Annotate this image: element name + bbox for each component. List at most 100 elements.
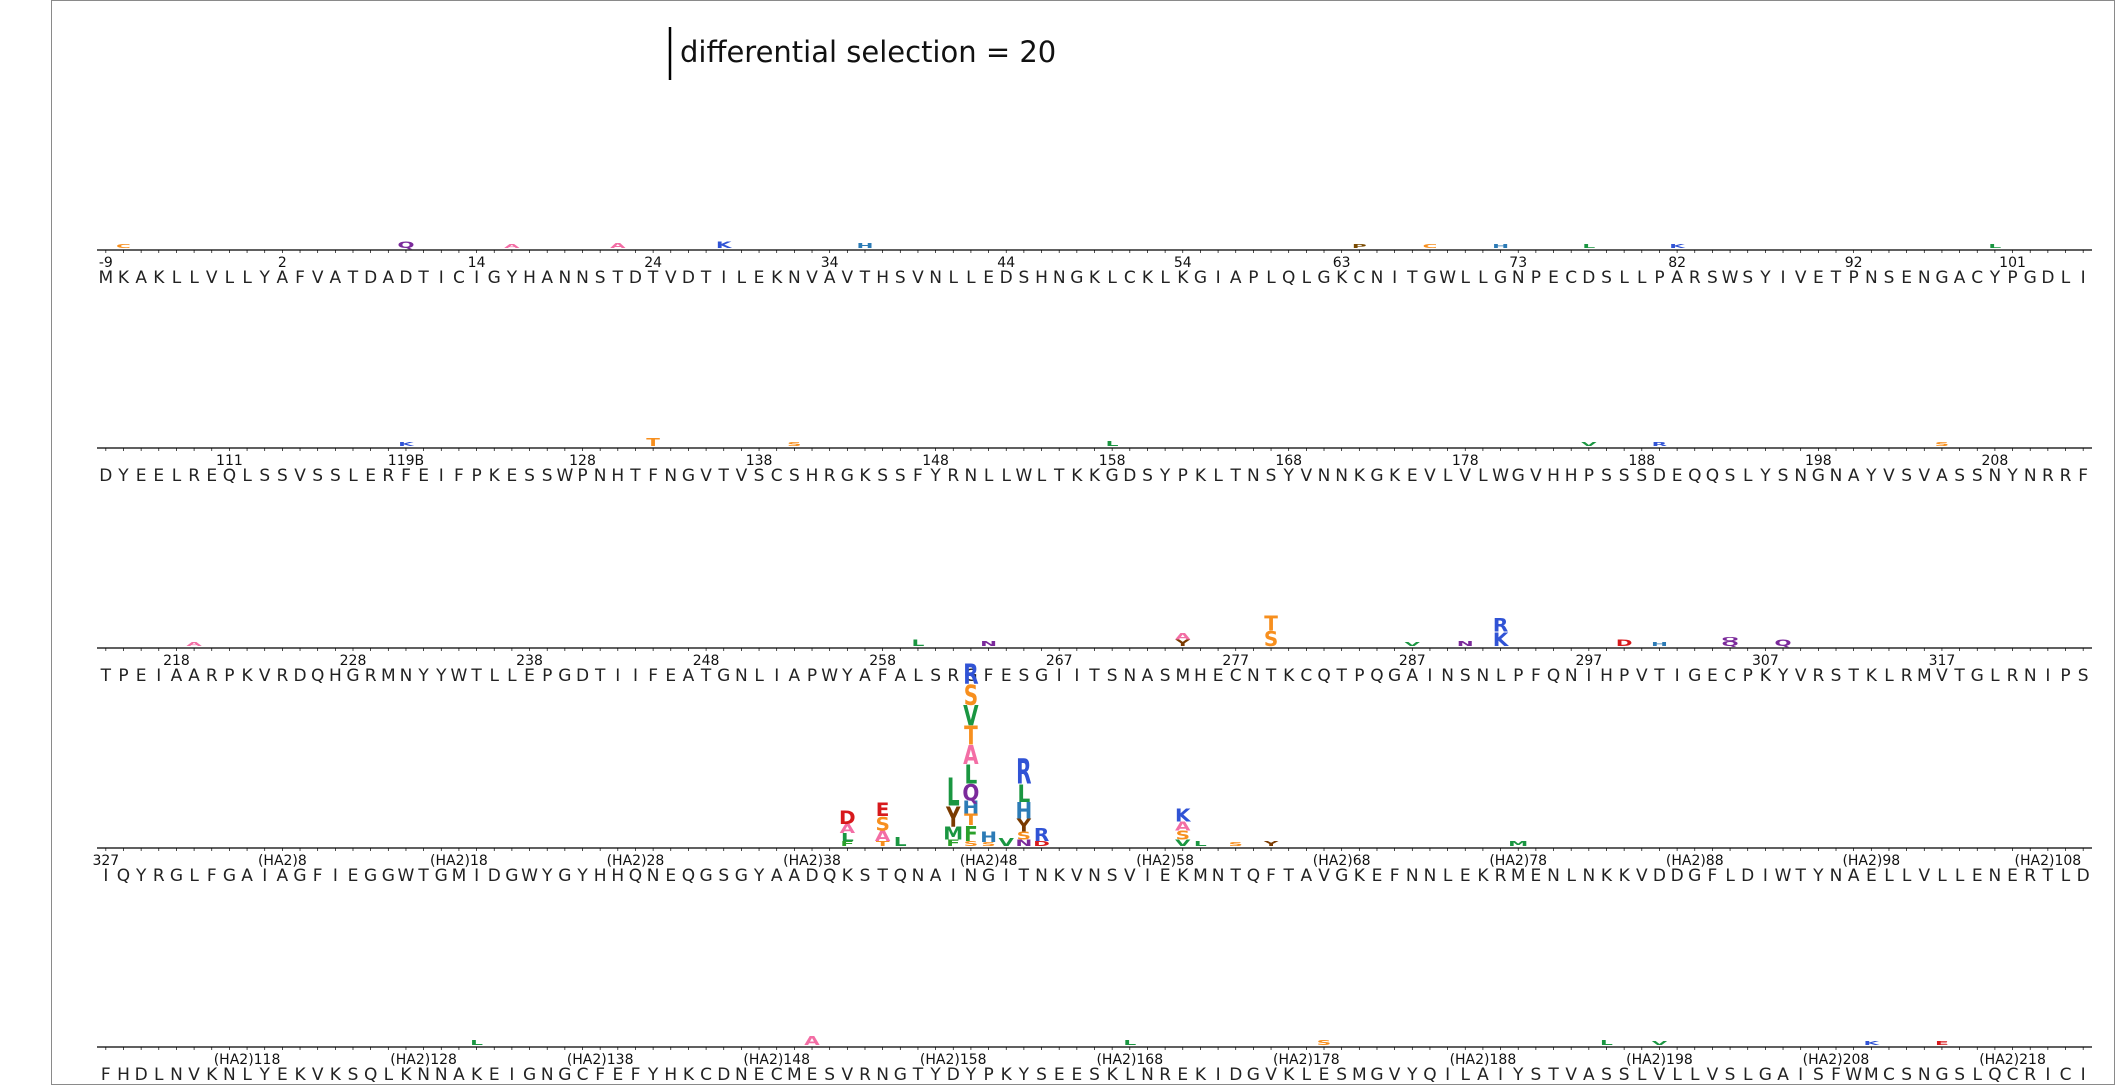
sequence-letter: E [1071, 1065, 1082, 1085]
sequence-letter: L [242, 1065, 252, 1085]
sequence-letter: F [648, 666, 658, 686]
sequence-letter: Q [1706, 466, 1719, 486]
scale-bar: differential selection = 20 [668, 27, 1056, 80]
sequence-letter: D [717, 1065, 730, 1085]
sequence-letter: S [718, 866, 729, 886]
sequence-letter: S [1018, 666, 1029, 686]
sequence-letter: K [1601, 866, 1613, 886]
sequence-letter: A [382, 268, 394, 288]
sequence-letter: I [1216, 1065, 1221, 1085]
logo-letter: K [716, 240, 733, 250]
logo-letter: T [964, 811, 978, 829]
sequence-letter: E [1813, 268, 1824, 288]
sequence-letter: S [1107, 666, 1118, 686]
sequence-letter: D [629, 268, 642, 288]
sequence-letter: N [2024, 666, 2037, 686]
tick-label: 258 [869, 653, 896, 669]
sequence-letter: Y [1777, 666, 1789, 686]
sequence-letter: N [1247, 666, 1260, 686]
logo-letter: L [947, 772, 960, 816]
sequence-letter: E [507, 466, 518, 486]
sequence-letter: Q [364, 1065, 377, 1085]
sequence-letter: I [1074, 666, 1079, 686]
sequence-letter: K [1195, 1065, 1207, 1085]
sequence-letter: K [1477, 866, 1489, 886]
sequence-letter: K [153, 268, 165, 288]
sequence-letter: D [1229, 1065, 1242, 1085]
sequence-letter: F [631, 1065, 641, 1085]
sequence-letter: T [859, 268, 871, 288]
sequence-letter: S [1725, 1065, 1736, 1085]
sequence-letter: K [294, 1065, 306, 1085]
sequence-letter: H [611, 466, 624, 486]
sequence-letter: Q [1547, 666, 1560, 686]
tick-label: 128 [569, 453, 596, 469]
sequence-letter: G [558, 1065, 571, 1085]
logo-letter: L [1194, 840, 1207, 848]
sequence-letter: Y [117, 466, 129, 486]
sequence-letter: S [930, 666, 941, 686]
sequence-letter: L [242, 268, 252, 288]
sequence-letter: R [1812, 666, 1824, 686]
figure-frame [51, 0, 2115, 1085]
logo-letter: N [1457, 640, 1474, 648]
sequence-letter: G [682, 466, 695, 486]
sequence-letter: K [330, 1065, 342, 1085]
sequence-letter: G [1035, 666, 1048, 686]
sequence-letter: T [1053, 466, 1065, 486]
sequence-letter: S [524, 466, 535, 486]
sequence-letter: H [1600, 666, 1613, 686]
sequence-letter: N [1406, 866, 1419, 886]
tick-label: (HA2)18 [430, 853, 488, 869]
sequence-letter: T [718, 466, 730, 486]
sequence-letter: I [439, 466, 444, 486]
sequence-letter: N [435, 1065, 448, 1085]
sequence-letter: W [821, 666, 838, 686]
sequence-letter: Q [1688, 466, 1701, 486]
sequence-letter: D [1123, 466, 1136, 486]
sequence-letter: V [1071, 866, 1083, 886]
logo-letter: K [1493, 628, 1509, 650]
sequence-letter: K [1071, 466, 1083, 486]
sequence-letter: I [1586, 666, 1591, 686]
sequence-letter: T [700, 666, 712, 686]
logo-letter: S [1317, 1039, 1331, 1047]
sequence-letter: I [2081, 1065, 2086, 1085]
sequence-letter: F [1531, 666, 1541, 686]
sequence-letter: I [1781, 268, 1786, 288]
sequence-letter: N [223, 1065, 236, 1085]
sequence-letter: Q [682, 866, 695, 886]
sequence-letter: R [947, 666, 959, 686]
logo-letter: S [1017, 830, 1031, 842]
sequence-letter: W [451, 666, 468, 686]
sequence-letter: Y [506, 268, 518, 288]
sequence-letter: S [1460, 666, 1471, 686]
sequence-letter: K [1760, 666, 1772, 686]
logo-letter: K [1669, 243, 1685, 249]
sequence-letter: Y [1018, 1065, 1030, 1085]
sequence-letter: L [1884, 866, 1894, 886]
tick-label: 54 [1174, 255, 1192, 271]
sequence-letter: A [277, 866, 289, 886]
logo-letter: K [1175, 806, 1192, 825]
sequence-letter: N [558, 268, 571, 288]
sequence-letter: C [2060, 1065, 2072, 1085]
sequence-letter: S [789, 466, 800, 486]
sequence-letter: L [1884, 666, 1894, 686]
sequence-letter: A [1406, 666, 1418, 686]
sequence-letter: S [2078, 666, 2089, 686]
sequence-letter: A [789, 866, 801, 886]
sequence-letter: A [894, 666, 906, 686]
sequence-letter: M [1511, 866, 1526, 886]
sequence-letter: G [293, 866, 306, 886]
sequence-letter: N [1371, 268, 1384, 288]
sequence-letter: H [329, 666, 342, 686]
sequence-letter: P [1849, 268, 1859, 288]
sequence-letter: T [876, 866, 888, 886]
logo-letter: L [1600, 1039, 1613, 1047]
sequence-letter: G [488, 268, 501, 288]
sequence-letter: C [771, 466, 783, 486]
tick-label: (HA2)188 [1450, 1052, 1517, 1068]
tick-label: 178 [1452, 453, 1479, 469]
sequence-letter: G [841, 466, 854, 486]
